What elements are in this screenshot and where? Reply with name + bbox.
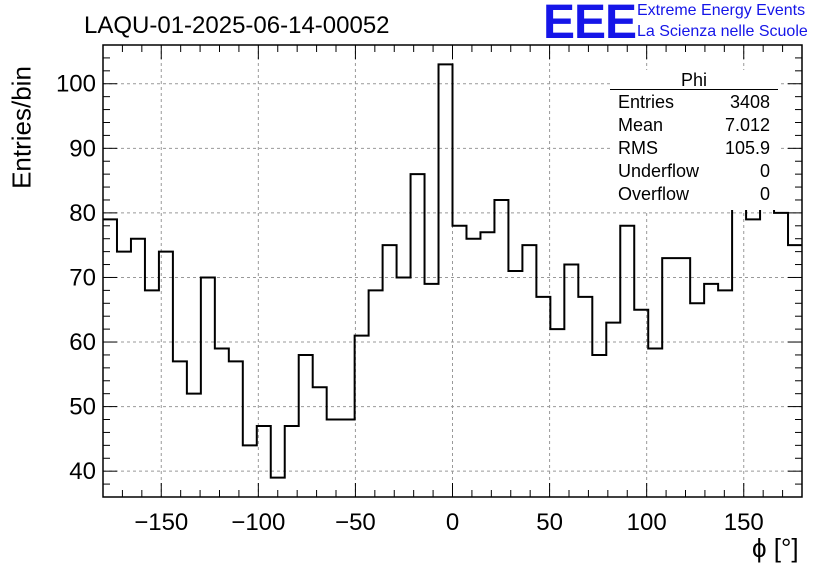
tick-labels: −150 −100 −50 0 50 100 150 40 50 60 70 80 90 100 (56, 71, 764, 536)
stats-value: 7.012 (724, 115, 770, 135)
axis-ticks (102, 44, 803, 498)
y-tick-label: 80 (69, 200, 96, 227)
x-tick-label: −50 (335, 509, 376, 536)
x-tick-label: −150 (134, 509, 188, 536)
stats-label: RMS (618, 138, 658, 158)
x-axis-label: ϕ [°] (752, 533, 799, 563)
stats-row-overflow: Overflow 0 (618, 184, 770, 206)
chart-title: LAQU-01-2025-06-14-00052 (84, 12, 390, 39)
stats-label: Mean (618, 115, 664, 135)
y-tick-label: 100 (56, 71, 96, 98)
stats-row-mean: Mean 7.012 (618, 115, 770, 137)
stats-row-rms: RMS 105.9 (618, 138, 770, 160)
stats-row-underflow: Underflow 0 (618, 161, 770, 183)
x-tick-label: 100 (627, 509, 667, 536)
stats-value: 0 (759, 161, 770, 181)
eee-logo: EEE (543, 0, 637, 49)
x-tick-label: 150 (724, 509, 764, 536)
histogram-line (103, 63, 802, 479)
y-tick-label: 50 (69, 394, 96, 421)
stats-value: 3408 (729, 92, 770, 112)
x-tick-label: 0 (446, 509, 459, 536)
stats-title: Phi (680, 70, 707, 90)
stats-separator (610, 89, 778, 90)
y-tick-label: 90 (69, 135, 96, 162)
histogram-series (103, 63, 802, 479)
eee-logo-line-1: Extreme Energy Events (637, 2, 806, 19)
y-axis-label: Entries/bin (6, 66, 37, 189)
y-tick-label: 60 (69, 329, 96, 356)
eee-logo-line-2: La Scienza nelle Scuole (637, 23, 808, 40)
stats-value: 0 (759, 184, 770, 204)
stats-row-entries: Entries 3408 (618, 92, 770, 114)
y-tick-label: 40 (69, 458, 96, 485)
stats-label: Underflow (618, 161, 700, 181)
x-tick-label: −100 (231, 509, 285, 536)
stats-box: Phi Entries 3408 Mean 7.012 RMS 105.9 Un… (610, 70, 778, 210)
stats-label: Overflow (618, 184, 690, 204)
stats-value: 105.9 (724, 138, 770, 158)
x-tick-label: 50 (536, 509, 563, 536)
y-tick-label: 70 (69, 264, 96, 291)
stats-label: Entries (618, 92, 675, 112)
